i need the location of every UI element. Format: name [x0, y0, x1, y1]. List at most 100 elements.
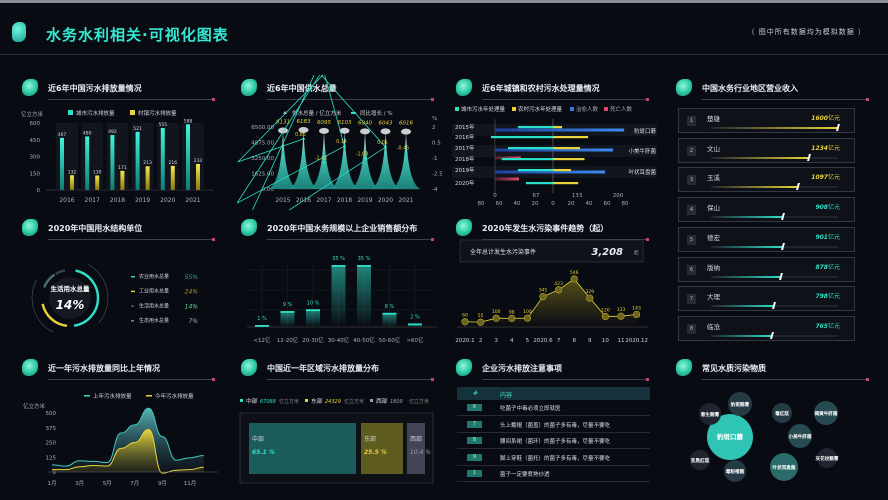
series-line: [51, 429, 204, 474]
legend-swatch: [130, 110, 135, 115]
chart-svg: 供水总量 / 亿立方米 同比增长 / % 0.00 1625.00 3250.00 487…: [237, 75, 442, 210]
bar-value-label: 480: [83, 130, 92, 136]
x-tick-label: 2019: [135, 197, 150, 204]
progress-track: [711, 331, 838, 339]
block-region-name: 东部: [364, 435, 376, 443]
y-tick-label: 600: [30, 121, 41, 127]
row-badge: 1: [467, 470, 482, 478]
cone-bar: [309, 130, 339, 189]
legend-unit: 亿立方米: [279, 398, 299, 405]
title-underline: [48, 238, 215, 241]
panel-water-supply: 近6年中国供水总量 供水总量 / 亿立方米 同比增长 / % 0.00 1625.00 3…: [237, 75, 442, 210]
x-tick-label: 1月: [48, 480, 57, 487]
legend-label: 上年污水排放量: [93, 392, 132, 400]
progress-fill: [711, 245, 783, 248]
x-tick-label: 2021: [185, 197, 200, 204]
point-label: 345: [539, 288, 548, 294]
bar-value-label: 6016: [399, 121, 413, 127]
x-tick-label: 4: [510, 338, 514, 344]
progress-track: [711, 302, 838, 310]
bar: [382, 312, 397, 327]
legend-marker: [131, 276, 135, 278]
point-label: 60: [462, 313, 468, 319]
growth-label: 0.05: [377, 140, 388, 146]
pollutant-bubble: [772, 403, 792, 423]
bar-rural: [553, 126, 562, 129]
cone-cap: [298, 127, 309, 134]
bar-value-label: 521: [133, 126, 142, 132]
bar-urban: [517, 169, 553, 172]
x-tick-label: 60: [604, 201, 611, 207]
title-underline: [48, 98, 215, 101]
x2-tick-label: 200: [613, 193, 624, 199]
block-region-name: 中部: [252, 435, 264, 443]
rank-number: 4: [687, 205, 696, 216]
x-tick-label: 2020.6: [533, 338, 553, 344]
progress-fill: [711, 275, 781, 278]
legend-marker: [146, 395, 152, 397]
progress-track: [711, 213, 838, 221]
y2-tick-label: -4: [432, 187, 438, 193]
bar-value-label: 233: [194, 158, 203, 164]
panel-title: 2020年中国用水结构单位: [48, 224, 143, 233]
progress-knob: [778, 272, 783, 280]
rank-number: 5: [687, 234, 696, 245]
header-content: 内容: [500, 392, 513, 399]
revenue-unit: 亿元: [827, 204, 840, 212]
progress-track: [711, 183, 838, 191]
growth-point: [322, 161, 326, 164]
pollutant-label: 小美牛肝菌: [789, 433, 812, 440]
legend-value: 55%: [185, 274, 199, 281]
data-point: [570, 275, 578, 283]
year-label: 2019年: [455, 166, 475, 174]
progress-fill: [711, 305, 775, 308]
cone-cap: [319, 127, 329, 134]
x-tick-label: 2015: [275, 197, 290, 204]
revenue-value: 1234亿元: [811, 143, 840, 152]
growth-point: [302, 137, 305, 141]
bar-value-label: 467: [58, 132, 67, 138]
revenue-number: 901: [815, 233, 828, 241]
legend-amount: 67088: [260, 399, 276, 405]
x-tick-label: >60亿: [406, 336, 424, 344]
progress-knob: [769, 331, 774, 339]
legend-label: 农业用水总量: [139, 273, 169, 280]
bar-urban: [508, 147, 553, 150]
ranking-item: 4 保山 908亿元: [678, 197, 855, 223]
x-tick-label: 2020.1: [455, 338, 474, 344]
y-tick-label: 0: [37, 188, 41, 194]
pollutant-bubble: [817, 448, 837, 468]
row-badge: 6: [467, 404, 482, 411]
legend-swatch: [604, 107, 608, 111]
data-point: [601, 312, 609, 321]
pollutant-label: 毒红菇: [775, 410, 789, 417]
x-tick-label: 11: [618, 338, 625, 344]
bar: [70, 175, 74, 190]
panel-icon: [241, 79, 257, 96]
y2-unit-label: %: [432, 116, 437, 122]
y-tick-label: 375: [46, 426, 57, 432]
rank-number: 8: [687, 323, 696, 334]
bar-value-label: 10 %: [307, 300, 320, 306]
rank-number: 1: [687, 116, 696, 126]
row-badge: 9: [467, 453, 482, 461]
x-tick-label: 2: [479, 338, 483, 344]
y-tick-label: 0: [53, 470, 57, 476]
x-tick-label: 2016: [59, 197, 74, 204]
donut-segment: [42, 273, 56, 288]
center-label: 生活用水总量: [51, 284, 91, 293]
pollutant-label: 叶状耳盘菌: [773, 464, 796, 471]
revenue-unit: 亿元: [827, 263, 840, 271]
legend-label: 供水总量 / 亿立方米: [292, 109, 342, 117]
panel-icon: [456, 219, 472, 236]
area-fill: [52, 408, 204, 472]
bar: [120, 170, 125, 190]
block-percent: 25.5 %: [364, 449, 387, 456]
center-value: 14%: [56, 298, 85, 312]
pollutant-label: 褐黄牛肝菌: [814, 410, 838, 417]
bar-urban: [526, 182, 553, 185]
bar-cap: [382, 312, 397, 315]
panel-icon: [241, 219, 257, 236]
panel-icon: [456, 79, 472, 96]
y2-tick-label: 2: [432, 125, 436, 131]
